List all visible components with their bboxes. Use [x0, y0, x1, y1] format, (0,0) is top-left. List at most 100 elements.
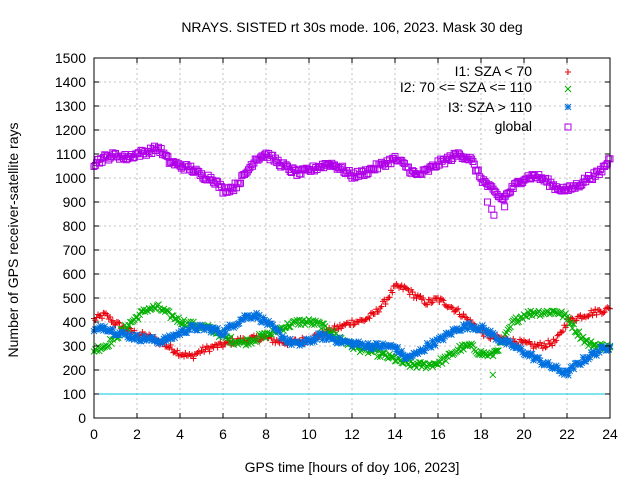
data-point [155, 301, 162, 308]
data-point [480, 324, 488, 332]
data-point [493, 334, 501, 342]
data-point [448, 304, 455, 311]
legend-label-i1: I1: SZA < 70 [455, 63, 533, 79]
data-point [564, 315, 572, 323]
data-point [374, 340, 381, 348]
y-tick-label: 500 [63, 290, 87, 306]
data-point [204, 323, 212, 331]
data-point [309, 317, 317, 324]
data-point [375, 308, 382, 315]
y-tick-label: 900 [63, 194, 87, 210]
data-point [382, 300, 389, 307]
data-point [335, 338, 342, 346]
data-point [430, 360, 438, 367]
ticks: 0 2 4 6 8 10 12 14 16 18 20 22 240100200300400500600… [55, 50, 618, 442]
data-point [605, 305, 612, 312]
data-point [528, 350, 536, 358]
data-point [212, 327, 220, 335]
y-tick-label: 800 [63, 218, 87, 234]
data-point [351, 321, 358, 328]
data-point [181, 353, 188, 360]
data-point [175, 314, 183, 322]
data-point [559, 368, 567, 376]
data-point [558, 329, 565, 336]
data-point [465, 319, 473, 327]
data-point [180, 316, 188, 324]
data-point [108, 340, 115, 347]
data-point [286, 335, 294, 343]
data-point [559, 328, 566, 335]
data-point [412, 291, 419, 298]
data-point [571, 360, 579, 367]
legend-label-global: global [495, 118, 532, 134]
data-point [171, 348, 178, 355]
data-point [469, 341, 477, 349]
data-point [392, 348, 400, 355]
data-point [539, 345, 546, 352]
x-tick-label: 2 [133, 426, 141, 442]
data-point [590, 348, 598, 356]
data-point [554, 332, 561, 339]
x-tick-label: 12 [344, 426, 360, 442]
data-point [122, 330, 130, 338]
data-point [115, 319, 122, 326]
data-point [163, 343, 170, 350]
data-point [423, 339, 431, 347]
data-point [515, 318, 522, 326]
data-point [562, 310, 570, 317]
data-point [350, 322, 357, 329]
data-point [556, 367, 564, 375]
x-tick-label: 16 [430, 426, 446, 442]
data-point [174, 347, 181, 354]
data-point [201, 348, 208, 355]
data-point [100, 309, 107, 316]
data-point [161, 333, 169, 341]
data-point [278, 333, 286, 340]
data-point [130, 336, 138, 343]
data-point [321, 322, 329, 330]
data-point [535, 354, 543, 362]
data-point [549, 342, 556, 349]
y-tick-label: 700 [63, 242, 87, 258]
data-point [405, 353, 412, 361]
data-point [266, 330, 274, 338]
data-point [194, 327, 201, 334]
data-point [386, 342, 393, 349]
data-point [259, 314, 267, 321]
data-point [250, 311, 258, 319]
data-point [347, 338, 355, 346]
data-point [95, 311, 102, 318]
data-point [217, 339, 224, 346]
x-tick-label: 14 [387, 426, 403, 442]
data-point-outlier [488, 205, 496, 213]
y-tick-label: 1300 [55, 98, 86, 114]
data-point [521, 312, 529, 320]
data-point [570, 365, 578, 373]
data-point [458, 325, 466, 333]
data-point [605, 346, 613, 353]
data-point [551, 365, 559, 373]
data-point [413, 364, 420, 371]
data-point [369, 309, 376, 316]
data-point [97, 312, 104, 319]
data-point [434, 336, 442, 344]
data-point [593, 311, 600, 318]
data-point [409, 289, 416, 296]
data-point [214, 324, 221, 332]
data-point [386, 294, 393, 301]
data-point [421, 300, 428, 307]
data-point [455, 305, 462, 312]
data-point [348, 343, 356, 350]
y-tick-label: 1500 [55, 50, 86, 66]
data-point [589, 312, 596, 319]
data-point [134, 315, 142, 323]
data-point [214, 344, 221, 351]
data-point [395, 348, 403, 356]
grid [94, 58, 610, 418]
data-point [429, 337, 436, 345]
data-point [186, 326, 193, 334]
data-point [206, 348, 213, 355]
y-tick-label: 300 [63, 338, 87, 354]
series-2 [90, 309, 614, 379]
x-tick-label: 24 [602, 426, 618, 442]
